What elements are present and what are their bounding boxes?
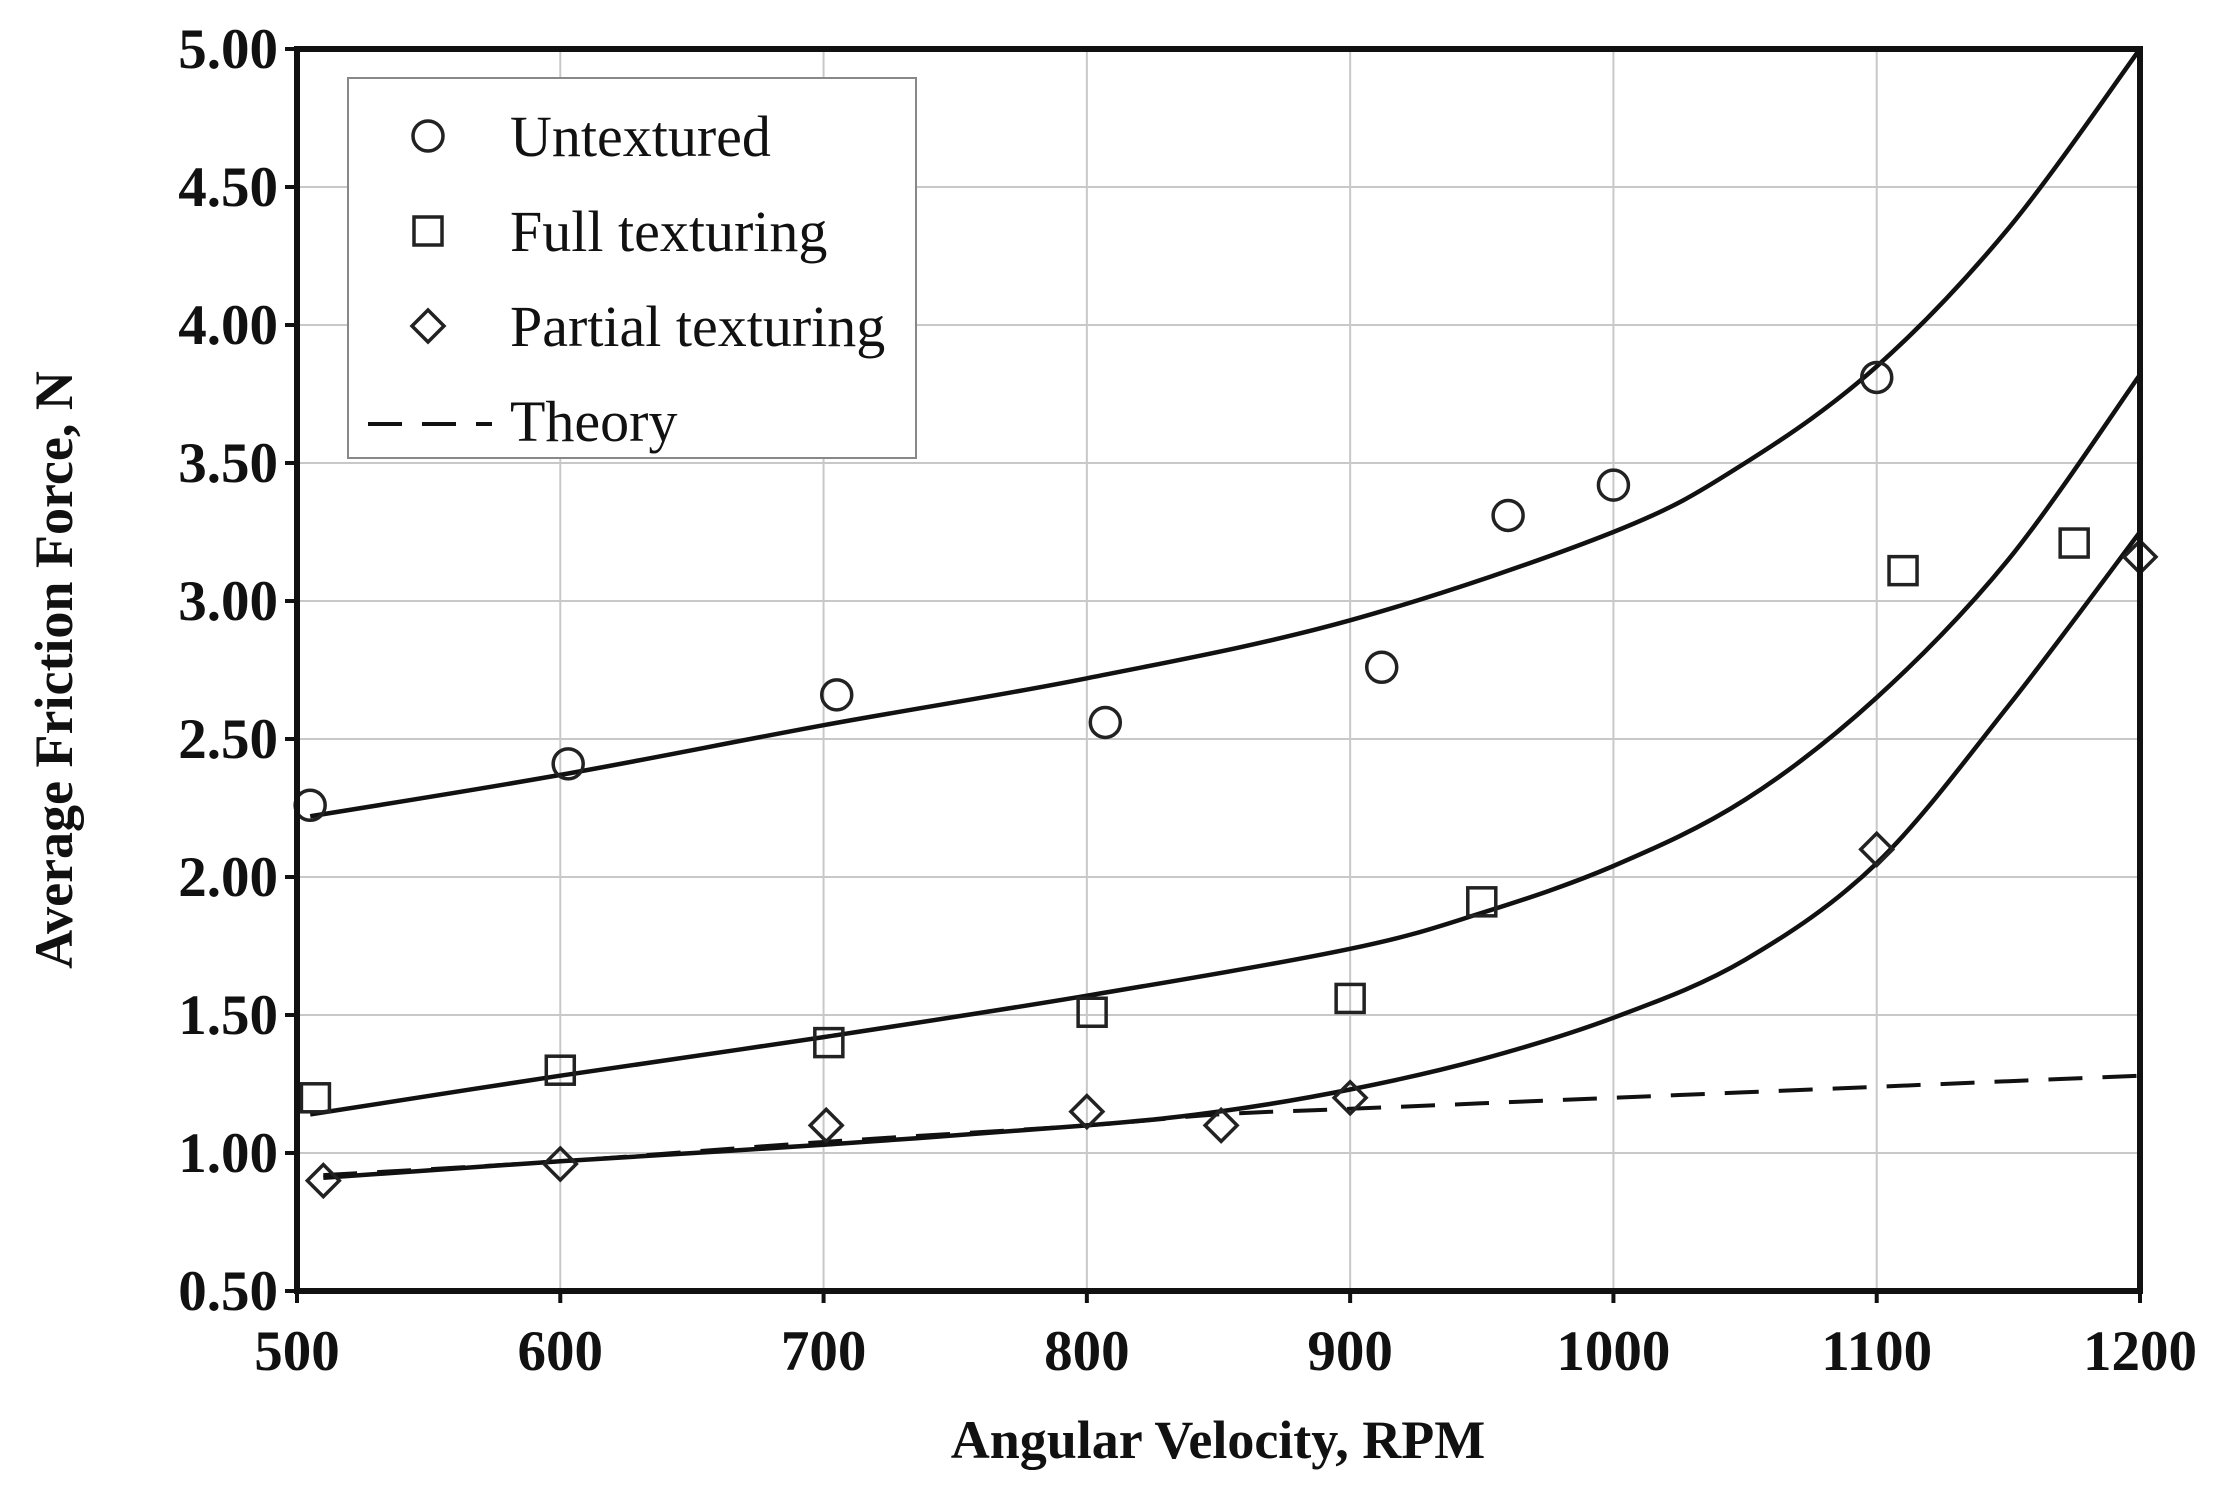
x-tick-label: 1000: [1556, 1320, 1670, 1383]
y-axis-title: Average Friction Force, N: [24, 371, 84, 969]
partial-texturing-point: [1331, 1079, 1369, 1117]
full-texturing-point: [299, 1082, 332, 1114]
y-tick-label: 4.00: [178, 294, 278, 357]
axis-ticks: 500 600 700 800 900 1000 1100 1200 0.50 1.00 1.50 2…: [178, 18, 2197, 1383]
x-tick-label: 700: [781, 1320, 867, 1383]
theory-dashed-line: [323, 1073, 2141, 1178]
plot-frame: [294, 46, 2143, 1294]
full-texturing-point: [1887, 554, 1919, 587]
legend-partial-texturing-marker: [409, 307, 447, 345]
legend-label-partial-texturing: Partial texturing: [510, 294, 885, 359]
full-texturing-point: [1334, 982, 1366, 1015]
partial-texturing-point: [541, 1145, 579, 1183]
x-tick-label: 1200: [2083, 1320, 2197, 1383]
y-tick-label: 4.50: [178, 156, 278, 219]
partial-texturing-point: [807, 1106, 845, 1144]
legend-label-untextured: Untextured: [510, 104, 771, 169]
x-tick-label: 900: [1307, 1320, 1393, 1383]
untextured-point: [1491, 498, 1525, 533]
y-tick-label: 1.00: [178, 1122, 278, 1185]
partial-texturing-point: [1202, 1106, 1240, 1144]
y-tick-label: 5.00: [178, 18, 278, 81]
y-tick-label: 3.00: [178, 570, 278, 633]
untextured-point: [551, 747, 585, 781]
x-tick-label: 1100: [1821, 1320, 1932, 1383]
x-tick-label: 600: [518, 1320, 604, 1383]
full-texturing-point: [544, 1054, 577, 1086]
untextured-point: [819, 678, 854, 712]
partial-texturing-point: [1858, 830, 1896, 868]
y-tick-label: 3.50: [178, 432, 278, 495]
untextured-point: [1364, 650, 1399, 684]
full-texturing-point: [2058, 527, 2090, 559]
full-texturing-fit-curve: [309, 373, 2142, 1117]
full-texturing-point: [813, 1026, 845, 1059]
full-texturing-point: [1466, 886, 1498, 918]
partial-texturing-point: [1068, 1093, 1106, 1131]
fit-curves: [309, 47, 2142, 1181]
y-tick-label: 2.50: [178, 708, 278, 771]
untextured-point: [1596, 468, 1631, 502]
untextured-point: [1088, 705, 1123, 740]
y-tick-label: 0.50: [178, 1260, 278, 1323]
untextured-point: [1859, 360, 1894, 395]
x-tick-label: 500: [254, 1320, 340, 1383]
legend-label-theory: Theory: [510, 389, 678, 454]
partial-texturing-point: [304, 1162, 342, 1200]
x-tick-label: 800: [1044, 1320, 1130, 1383]
grid: [297, 49, 2140, 1291]
untextured-fit-curve: [309, 47, 2142, 819]
legend-untextured-marker: [411, 119, 445, 153]
y-tick-label: 1.50: [178, 984, 278, 1047]
legend-label-full-texturing: Full texturing: [510, 199, 827, 264]
full-texturing-point: [1076, 996, 1108, 1028]
x-axis-title: Angular Velocity, RPM: [951, 1410, 1486, 1470]
legend: Untextured Full texturing Partial texturin…: [347, 77, 917, 459]
legend-full-texturing-marker: [412, 215, 444, 247]
y-tick-label: 2.00: [178, 846, 278, 909]
